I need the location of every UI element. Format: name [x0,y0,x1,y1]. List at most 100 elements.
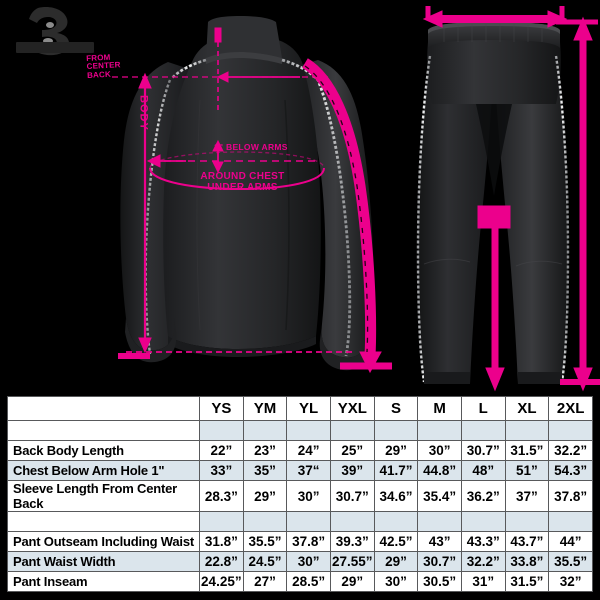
size-header-m: M [417,396,462,421]
measurement-value [329,511,375,532]
measurement-value: 32” [548,571,593,592]
measurement-value [417,511,462,532]
callout-below-arms: 1" BELOW ARMS [214,142,288,152]
measurement-value [373,420,419,441]
measurement-value: 30.7” [417,551,462,572]
measurement-value [199,420,244,441]
measurement-value: 32.2” [548,440,593,461]
measurement-value [417,420,462,441]
measurement-value [286,420,331,441]
measurement-value: 30.7” [460,440,506,461]
measurement-value: 43.7” [504,531,550,552]
measurement-value: 24.5” [242,551,288,572]
pants-graphic [416,22,570,384]
measurement-value: 29” [373,440,419,461]
size-header-s: S [373,396,419,421]
measurement-label [7,511,200,532]
measurement-value: 30” [286,551,331,572]
measurement-value: 25” [329,440,375,461]
measurement-label: Back Body Length [7,440,200,461]
measurement-value: 28.3” [199,480,244,512]
size-header-xl: XL [504,396,550,421]
measurement-value: 35.5” [548,551,593,572]
jacket-graphic [120,16,374,371]
measurement-value: 31” [460,571,506,592]
measurement-value: 23” [242,440,288,461]
measurement-value [504,420,550,441]
size-chart-table: YS YM YL YXL S M L XL 2XL Back Body Length 22” 23”… [7,396,593,592]
table-row: Back Body Length 22” 23” 24” 25” 29” 30” 30.7” 3… [7,440,593,461]
size-header-ys: YS [199,396,244,421]
measurement-label: Pant Waist Width [7,551,200,572]
measurement-value: 33.8” [504,551,550,572]
measurement-value: 54.3” [548,460,593,481]
measurement-value: 35.5” [242,531,288,552]
measurement-value [548,511,593,532]
measurement-value: 43” [417,531,462,552]
measurement-value: 39” [329,460,375,481]
measurement-value: 29” [329,571,375,592]
size-header-2xl: 2XL [548,396,593,421]
measurement-label: Pant Inseam [7,571,200,592]
measurement-value: 44” [548,531,593,552]
size-header-l: L [460,396,506,421]
measurement-value: 42.5” [373,531,419,552]
table-row: Pant Inseam 24.25” 27” 28.5” 29” 30” 30.5” 31” 3… [7,571,593,592]
table-row: Pant Outseam Including Waist 31.8” 35.5” 37… [7,531,593,552]
measurement-value: 31.5” [504,440,550,461]
callout-body: BODY [137,95,150,131]
measurement-value [242,420,288,441]
measurement-value [286,511,331,532]
measurement-value: 34.6” [373,480,419,512]
garment-illustration [112,6,600,392]
measurement-value: 37.8” [548,480,593,512]
measurement-label: Sleeve Length From Center Back [7,480,200,512]
brand-wordmark [16,42,94,53]
measurement-value: 36.2” [460,480,506,512]
measurement-value: 31.5” [504,571,550,592]
measurement-label: Pant Outseam Including Waist [7,531,200,552]
measurement-value: 30” [417,440,462,461]
measurement-value [460,511,506,532]
table-row: Pant Waist Width 22.8” 24.5” 30” 27.55” 29” 30… [7,551,593,572]
measurement-value: 22” [199,440,244,461]
measurement-value: 30.7” [329,480,375,512]
measurement-value: 24” [286,440,331,461]
table-row: Chest Below Arm Hole 1" 33” 35” 37“ 39” 41.7”… [7,460,593,481]
measurement-value [460,420,506,441]
measurement-value: 41.7” [373,460,419,481]
measurement-value: 48” [460,460,506,481]
measurement-value: 29” [242,480,288,512]
measurement-value [199,511,244,532]
measurement-value: 37“ [286,460,331,481]
measurement-value: 27” [242,571,288,592]
pants-measurement-marks [422,6,600,392]
measurement-value: 51” [504,460,550,481]
measurement-value: 30” [373,571,419,592]
measurement-value: 30.5” [417,571,462,592]
measurement-value: 32.2” [460,551,506,572]
table-spacer-row [7,420,593,441]
table-spacer-row [7,511,593,532]
size-header-yl: YL [286,396,331,421]
measurement-value: 24.25” [199,571,244,592]
measurement-label: Chest Below Arm Hole 1" [7,460,200,481]
measurement-value: 39.3” [329,531,375,552]
measurement-value [373,511,419,532]
measurement-value: 22.8” [199,551,244,572]
measurement-label [7,420,200,441]
callout-around-chest-under-arms: AROUND CHEST UNDER ARMS [200,171,285,193]
measurement-value: 44.8” [417,460,462,481]
table-corner-cell [7,396,200,421]
measurement-value: 37.8” [286,531,331,552]
table-row: Sleeve Length From Center Back 28.3” 29” 30… [7,480,593,512]
measurement-value: 35” [242,460,288,481]
measurement-value: 33” [199,460,244,481]
measurement-value: 28.5” [286,571,331,592]
measurement-value [548,420,593,441]
measurement-value: 30” [286,480,331,512]
table-header-row: YS YM YL YXL S M L XL 2XL [7,396,593,421]
measurement-value: 31.8” [199,531,244,552]
measurement-value: 37” [504,480,550,512]
